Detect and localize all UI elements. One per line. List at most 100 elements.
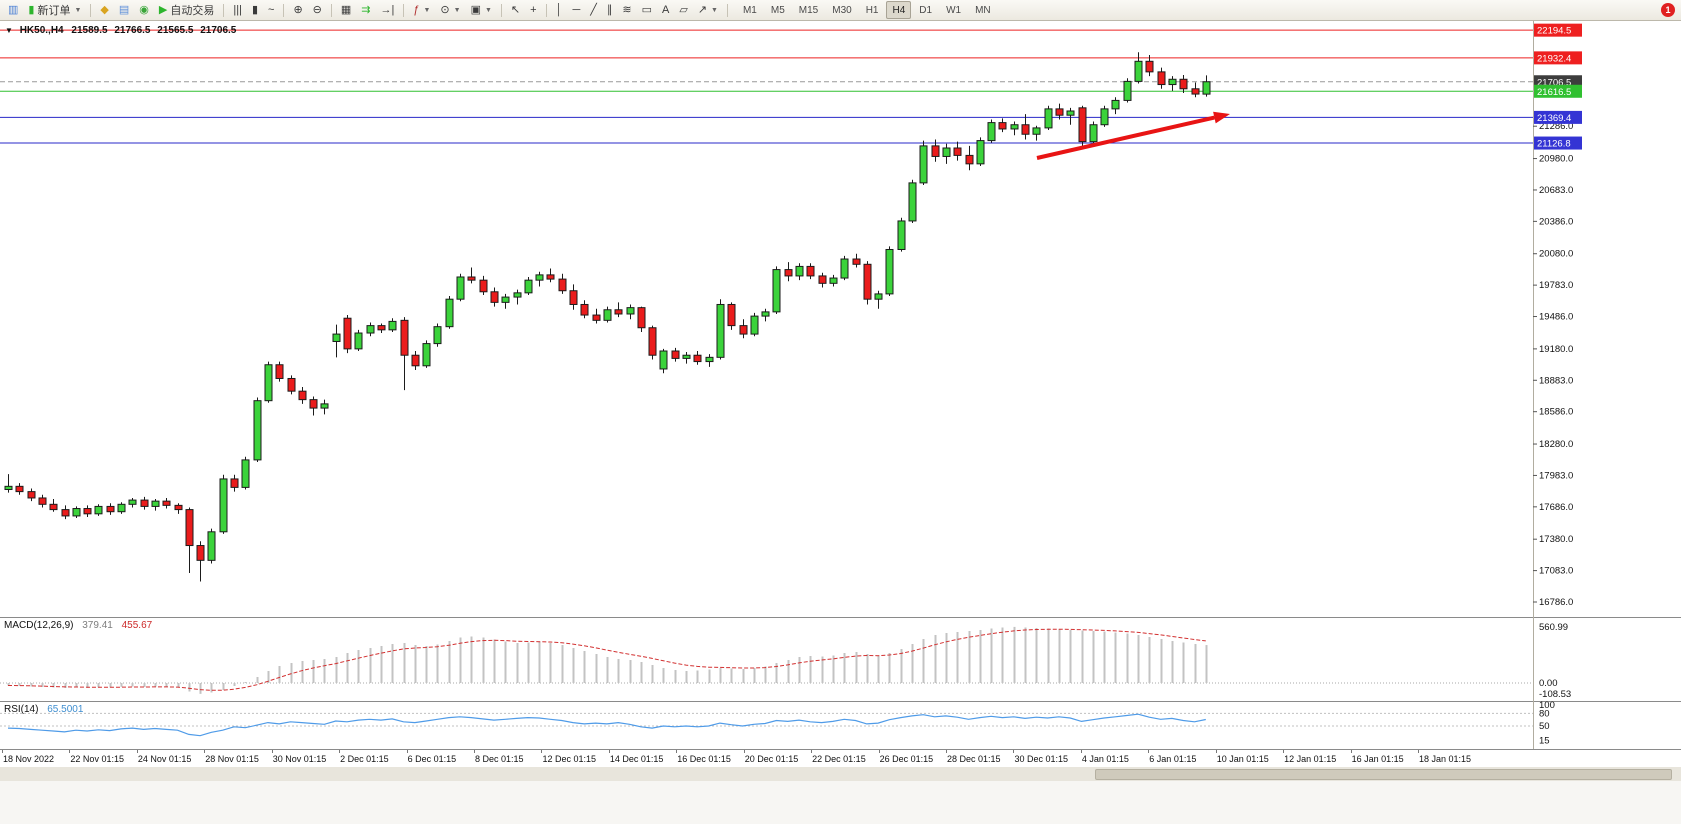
rsi-value: 65.5001 xyxy=(47,704,84,715)
candle xyxy=(637,307,646,329)
timeframe-m1[interactable]: M1 xyxy=(742,4,757,16)
chevron-down-icon[interactable]: ▼ xyxy=(5,26,13,35)
candlestick-chart-button[interactable]: ▮ xyxy=(248,1,262,20)
arrows-icon: ↗ xyxy=(697,3,708,16)
close-value: 21706.5 xyxy=(200,25,237,36)
scrollbar-thumb[interactable] xyxy=(1095,769,1672,780)
macd-axis-labels: 560.99 0.00-108.53 xyxy=(1539,622,1571,700)
auto-trading-button[interactable]: ▶ 自动交易 xyxy=(155,1,218,20)
time-axis-tick xyxy=(541,750,543,753)
svg-text:15: 15 xyxy=(1539,736,1550,747)
indicators-button[interactable]: ƒ ▼ xyxy=(409,1,434,20)
horizontal-line-button[interactable]: ─ xyxy=(568,1,584,20)
timeframe-mn[interactable]: MN xyxy=(975,4,991,16)
candle xyxy=(106,505,115,513)
high-value: 21766.5 xyxy=(114,25,151,36)
time-axis-tick xyxy=(271,750,273,753)
time-axis-label: 22 Nov 01:15 xyxy=(70,754,124,764)
time-axis[interactable]: 18 Nov 2022 22 Nov 01:15 24 Nov 01:15 28 No… xyxy=(0,749,1681,767)
zoom-out-button[interactable]: ⊖ xyxy=(309,1,326,20)
crosshair-button[interactable]: + xyxy=(526,1,540,20)
svg-text:21126.8: 21126.8 xyxy=(1537,139,1571,150)
candle xyxy=(275,364,284,379)
candle xyxy=(795,265,804,277)
arrows-button[interactable]: ↗ ▼ xyxy=(694,1,722,20)
main-chart[interactable]: 21286.0 20980.0 20683.0 20386.0 20080.0 19783… xyxy=(0,21,1681,617)
candle xyxy=(422,343,431,367)
time-axis-tick xyxy=(1418,750,1420,753)
candle xyxy=(1044,108,1053,129)
data-window-icon[interactable]: ▤ xyxy=(115,1,133,20)
symbol-info: ▼ HK50.,H4 21589.5 21766.5 21565.5 21706… xyxy=(5,25,236,36)
vertical-line-button[interactable]: │ xyxy=(552,1,567,20)
candle xyxy=(433,326,442,345)
templates-button[interactable]: ▣ ▼ xyxy=(467,1,496,20)
zoom-in-button[interactable]: ⊕ xyxy=(289,1,306,20)
fibonacci-button[interactable]: ≋ xyxy=(618,1,635,20)
navigator-icon[interactable]: ◉ xyxy=(135,1,153,20)
time-axis-label: 24 Nov 01:15 xyxy=(137,754,192,764)
time-axis-label: 18 Nov 2022 xyxy=(3,754,55,764)
time-axis-label: 22 Dec 01:15 xyxy=(812,754,866,764)
candle xyxy=(829,277,838,284)
candle xyxy=(976,140,985,165)
candle xyxy=(546,274,555,280)
candle xyxy=(456,276,465,300)
candle xyxy=(558,278,567,292)
time-axis-label: 26 Dec 01:15 xyxy=(879,754,934,764)
candle xyxy=(772,269,781,313)
tile-windows-button[interactable]: ▦ xyxy=(337,1,355,20)
bars-chart-icon: ||| xyxy=(233,3,242,16)
new-order-button[interactable]: ▮ 新订单 ▼ xyxy=(24,1,85,20)
bars-chart-button[interactable]: ||| xyxy=(229,1,246,20)
text-button[interactable]: A xyxy=(658,1,673,20)
auto-scroll-button[interactable]: ⇉ xyxy=(357,1,374,20)
navigator-icon-icon: ◉ xyxy=(139,3,149,16)
svg-text:560.99: 560.99 xyxy=(1539,622,1568,633)
timeframe-d1[interactable]: D1 xyxy=(919,4,933,16)
auto-scroll-icon: ⇉ xyxy=(361,3,371,16)
auto-trading-button-label: 自动交易 xyxy=(170,5,215,17)
notification-badge[interactable]: 1 xyxy=(1661,3,1675,17)
candle xyxy=(987,122,996,142)
timeframe-h1[interactable]: H1 xyxy=(865,4,879,16)
candle xyxy=(569,290,578,305)
templates-icon: ▣ xyxy=(470,3,481,16)
timeframe-m30[interactable]: M30 xyxy=(832,4,852,16)
time-axis-label: 10 Jan 01:15 xyxy=(1216,754,1269,764)
periods-button[interactable]: ⊙ ▼ xyxy=(436,1,464,20)
timeframe-m15[interactable]: M15 xyxy=(798,4,819,16)
candle xyxy=(1157,71,1166,86)
svg-text:18883.0: 18883.0 xyxy=(1539,375,1573,386)
candle xyxy=(61,509,70,517)
market-watch-icon[interactable]: ◆ xyxy=(96,1,112,20)
channel-button[interactable]: ∥ xyxy=(603,1,617,20)
cursor-button[interactable]: ↖ xyxy=(507,1,524,20)
time-axis-label: 6 Jan 01:15 xyxy=(1149,754,1197,764)
label-button[interactable]: ▱ xyxy=(675,1,691,20)
horizontal-scrollbar[interactable] xyxy=(0,767,1681,781)
line-chart-button[interactable]: ~ xyxy=(264,1,278,20)
toolbar-separator xyxy=(726,3,728,17)
label-icon: ▱ xyxy=(679,3,688,16)
svg-text:22194.5: 22194.5 xyxy=(1537,26,1571,37)
candle xyxy=(716,303,725,358)
timeframe-h4[interactable]: H4 xyxy=(886,1,912,19)
shapes-button[interactable]: ▭ xyxy=(638,1,656,20)
new-order-button-label: 新订单 xyxy=(37,5,71,17)
timeframe-w1[interactable]: W1 xyxy=(946,4,962,16)
chart-shift-button[interactable]: →| xyxy=(377,1,399,20)
trendline-button[interactable]: ╱ xyxy=(586,1,601,20)
candle xyxy=(140,499,149,507)
svg-text:100: 100 xyxy=(1539,701,1555,711)
macd-panel[interactable]: 560.99 0.00-108.53 xyxy=(0,617,1681,701)
time-axis-tick xyxy=(1148,750,1150,753)
chart-window-icon[interactable]: ▥ xyxy=(4,1,22,20)
candle xyxy=(479,279,488,293)
timeframe-m5[interactable]: M5 xyxy=(770,4,785,16)
price-axis-ticks: 21286.0 20980.0 20683.0 20386.0 20080.0 19783… xyxy=(1533,121,1573,608)
svg-text:21932.4: 21932.4 xyxy=(1537,53,1571,64)
